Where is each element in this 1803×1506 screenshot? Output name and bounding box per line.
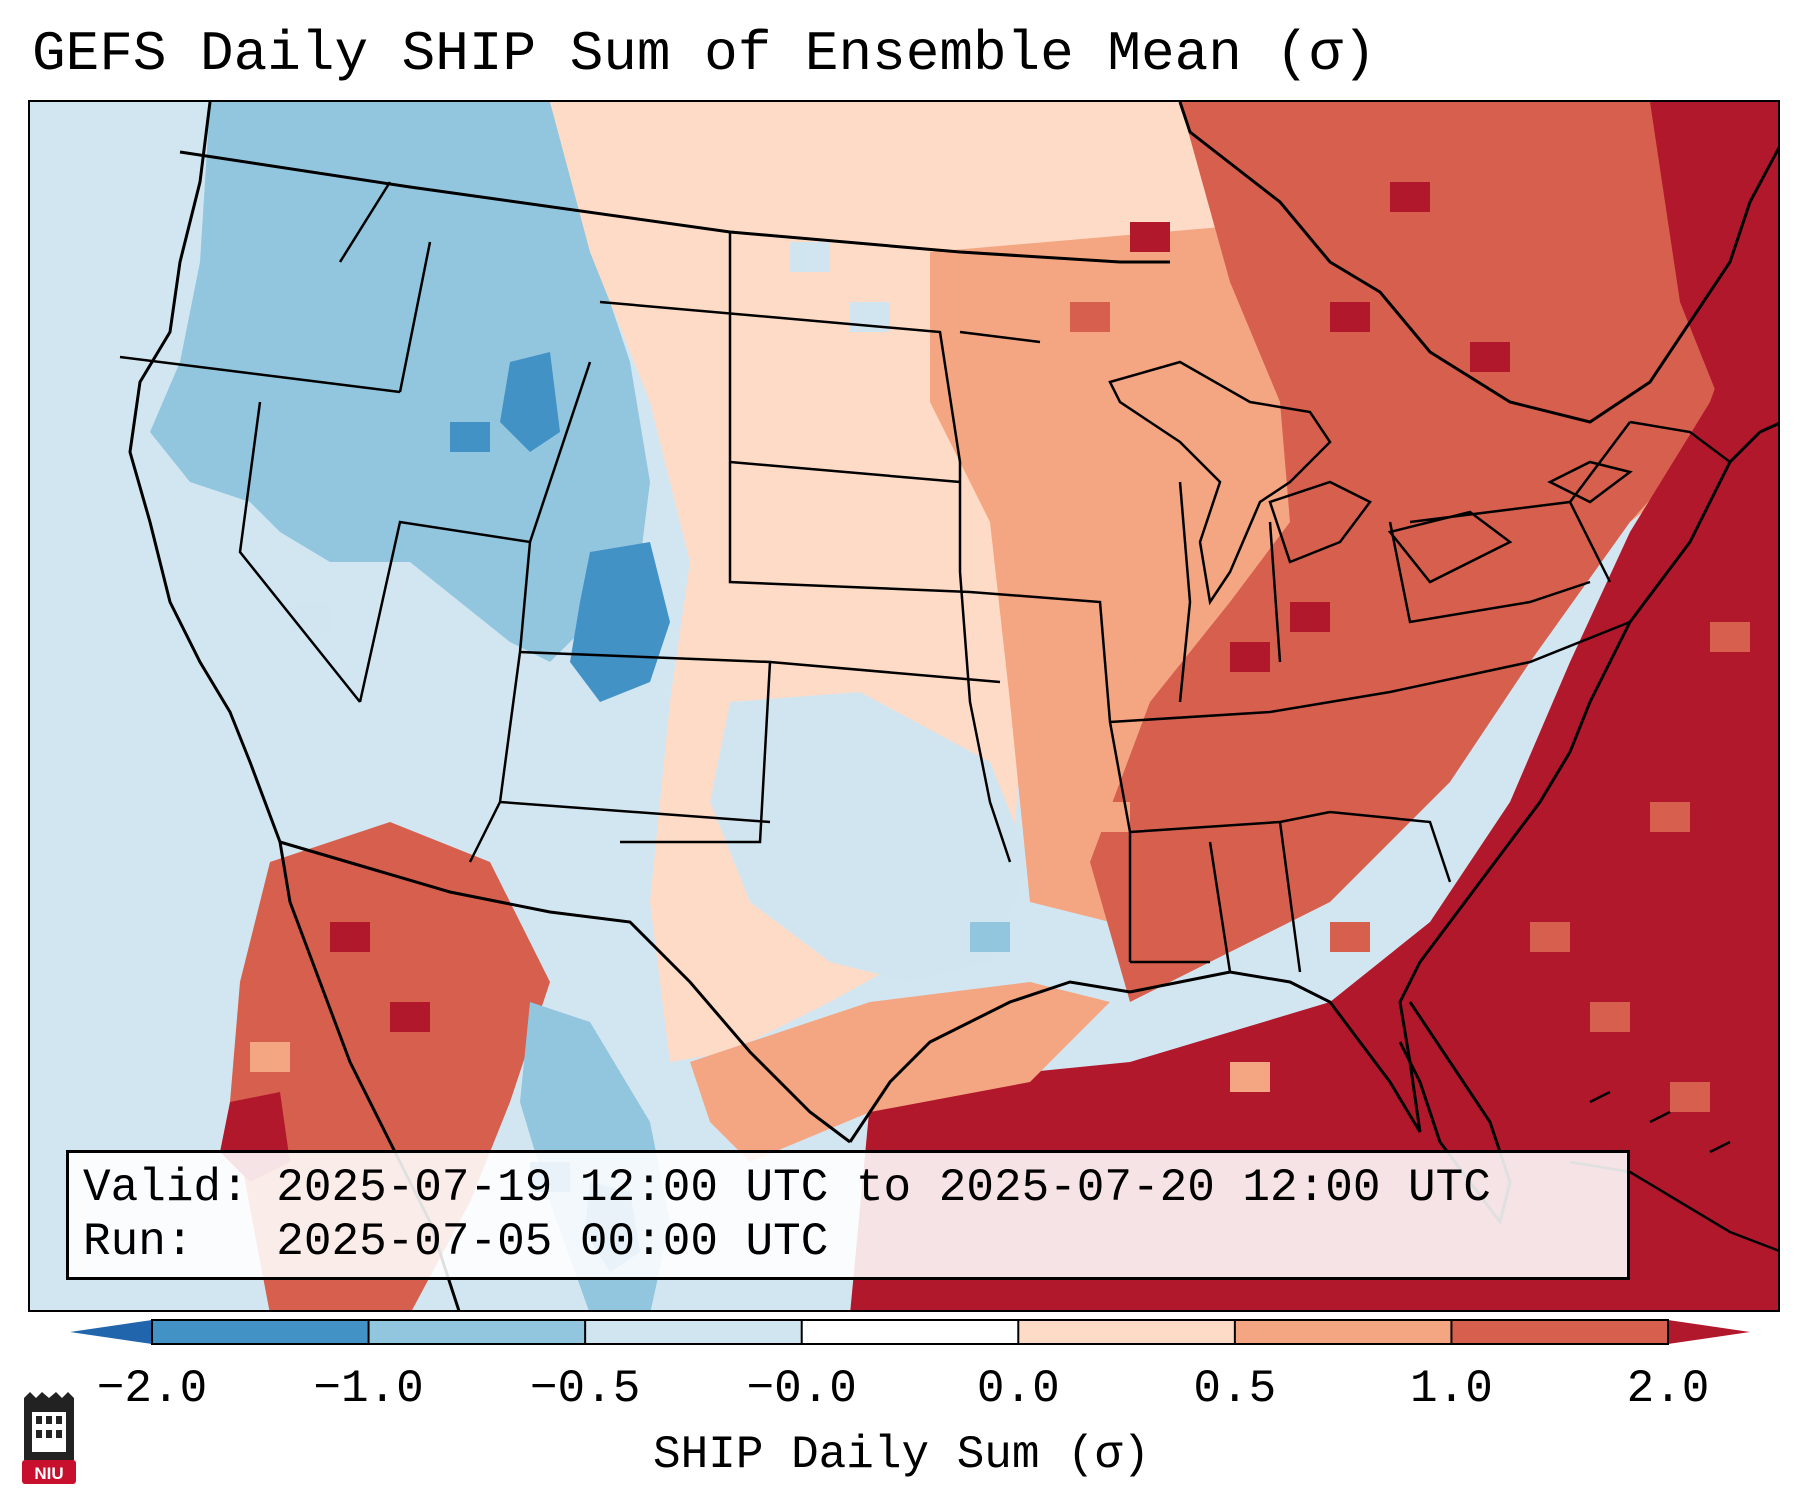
grid-tile [330, 462, 370, 492]
grid-tile [1650, 802, 1690, 832]
colorbar-over-arrow [1668, 1320, 1750, 1344]
grid-tile [1070, 302, 1110, 332]
niu-logo-icon: NIU [22, 1392, 76, 1484]
colorbar [70, 1319, 1750, 1345]
grid-tile [1710, 622, 1750, 652]
valid-run-info-box: Valid: 2025-07-19 12:00 UTC to 2025-07-2… [66, 1150, 1630, 1280]
boundary-lines [119, 102, 1778, 1310]
colorbar-tick-label: −0.0 [746, 1363, 857, 1415]
colorbar-tick-label: 0.0 [976, 1363, 1060, 1415]
grid-tile [790, 242, 830, 272]
ship-field-map [30, 102, 1778, 1310]
grid-tile [910, 522, 950, 552]
colorbar-tick-label: 1.0 [1410, 1363, 1493, 1415]
run-label: Run: [83, 1216, 194, 1268]
wyoming-deep-blue [570, 542, 670, 702]
grid-tile [1230, 1062, 1270, 1092]
grid-tile [1330, 922, 1370, 952]
valid-value: 2025-07-19 12:00 UTC to 2025-07-20 12:00… [276, 1162, 1491, 1214]
caribbean-islands-outline [1569, 1090, 1778, 1252]
grid-tile [1290, 602, 1330, 632]
colorbar-tick-label: −0.5 [529, 1363, 641, 1415]
mexico-border-line [279, 840, 851, 1144]
southern-plains-light-blue [710, 692, 1030, 982]
grid-tile [970, 922, 1010, 952]
grid-tile [390, 1002, 430, 1032]
northeast-dark-red [1650, 102, 1778, 422]
valid-label: Valid: [83, 1162, 249, 1214]
colorbar-bin [152, 1320, 370, 1344]
colorbar-ticks [151, 1320, 1669, 1344]
grid-tile [450, 422, 490, 452]
great-lakes-outline [1108, 360, 1633, 606]
colorbar-tick-label: −1.0 [313, 1363, 424, 1415]
colorbar-bin [801, 1320, 1019, 1344]
grid-tile [490, 502, 530, 532]
colorbar-tick-label: −2.0 [96, 1363, 208, 1415]
grid-tile [1230, 642, 1270, 672]
grid-tile [330, 922, 370, 952]
colorbar-bins [152, 1320, 1669, 1344]
colorbar-bin [1234, 1320, 1452, 1344]
colorbar-bin [368, 1320, 586, 1344]
grid-tile [290, 602, 330, 632]
grid-tile [1670, 1082, 1710, 1112]
grid-tile [790, 802, 830, 832]
idaho-deep-blue [500, 352, 560, 452]
state-lines [119, 181, 1731, 973]
run-value: 2025-07-05 00:00 UTC [276, 1216, 829, 1268]
grid-tile [1010, 402, 1050, 432]
grid-tile [1390, 182, 1430, 212]
colorbar-tick-label: 2.0 [1626, 1363, 1710, 1415]
grid-tile [1590, 1002, 1630, 1032]
grid-tile [930, 862, 970, 892]
colorbar-bin [585, 1320, 803, 1344]
grid-tile [1090, 802, 1130, 832]
colorbar-tick-label: 0.5 [1193, 1363, 1277, 1415]
colorbar-under-arrow [70, 1320, 152, 1344]
grid-tile [1130, 222, 1170, 252]
niu-logo-text: NIU [34, 1464, 63, 1483]
gulf-coast-line [848, 422, 1778, 1143]
grid-tile [250, 1042, 290, 1072]
colorbar-bin [1451, 1320, 1669, 1344]
map-panel [28, 100, 1780, 1312]
colorbar-bin [1018, 1320, 1236, 1344]
page-title: GEFS Daily SHIP Sum of Ensemble Mean (σ) [32, 22, 1377, 86]
east-red-orange [1090, 102, 1778, 1002]
canada-border-line [179, 102, 1778, 424]
grid-tile [1550, 282, 1590, 312]
grid-tile [1530, 922, 1570, 952]
west-coast-line [128, 102, 461, 1310]
colorbar-label: SHIP Daily Sum (σ) [653, 1429, 1150, 1481]
grid-tile [1330, 302, 1370, 332]
atlantic-gulf-dark-red [850, 202, 1778, 1310]
grid-tile [1170, 742, 1210, 772]
ship-field-layer [30, 102, 1778, 1310]
grid-tile [1470, 342, 1510, 372]
grid-tile [570, 1082, 610, 1112]
